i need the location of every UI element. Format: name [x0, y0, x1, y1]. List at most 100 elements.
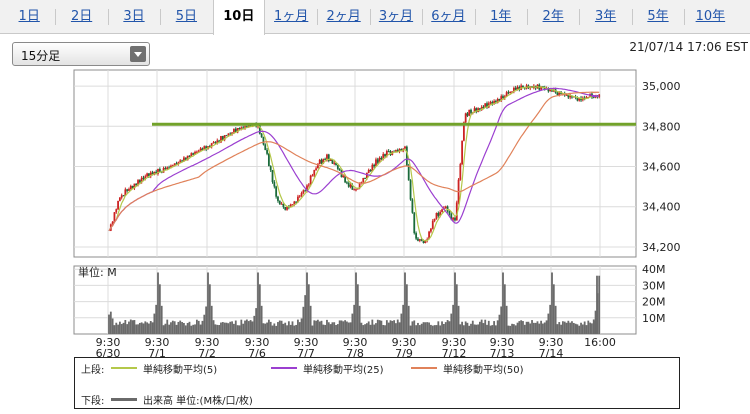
tab-range-6[interactable]: 2ヶ月	[326, 9, 361, 24]
volume-bar	[534, 322, 537, 334]
candle-body	[280, 203, 283, 205]
candle-body	[318, 159, 321, 165]
volume-bar	[109, 311, 112, 334]
volume-bar	[505, 305, 508, 334]
volume-bar	[478, 321, 481, 334]
tab-separator	[55, 9, 57, 25]
tab-range-12[interactable]: 5年	[647, 9, 669, 24]
volume-bar	[342, 321, 345, 334]
candle-body	[496, 99, 499, 103]
volume-bar	[335, 325, 337, 334]
volume-bar	[160, 305, 163, 334]
candle-body	[543, 87, 546, 90]
volume-bar	[574, 323, 577, 334]
tab-range-4[interactable]: 10日	[212, 0, 265, 35]
dropdown-button[interactable]	[130, 46, 146, 62]
tab-range-9[interactable]: 1年	[490, 9, 512, 24]
tab-range-11[interactable]: 3年	[594, 9, 617, 24]
tab-separator	[317, 9, 319, 25]
tab-range-1[interactable]: 2日	[70, 9, 93, 24]
candle-body	[435, 213, 438, 219]
candle-body	[502, 96, 504, 99]
tab-range-10[interactable]: 2年	[542, 9, 564, 24]
candle-body	[556, 92, 559, 95]
range-tab-bar: 1日 2日 3日 5日 10日 1ヶ月 2ヶ月 3ヶ月 6ヶ月 1年 2年 3年 5年 10年	[0, 0, 750, 35]
volume-bar	[108, 314, 110, 334]
volume-bar	[540, 320, 543, 334]
candle-body	[384, 154, 386, 157]
volume-bar	[234, 320, 237, 334]
volume-bar	[571, 321, 573, 334]
candle-body	[216, 140, 219, 144]
volume-bar	[181, 322, 183, 334]
tab-range-8[interactable]: 6ヶ月	[431, 9, 466, 24]
volume-bar	[324, 324, 327, 334]
tab-range-7[interactable]: 3ヶ月	[378, 9, 414, 24]
candle-body	[151, 172, 154, 175]
volume-bar	[498, 314, 501, 334]
volume-bar	[417, 322, 419, 334]
volume-bar	[572, 322, 575, 334]
volume-bar	[486, 324, 488, 334]
candle-body	[304, 190, 307, 192]
volume-bar	[333, 322, 336, 334]
candle-body	[192, 153, 195, 155]
volume-bar	[322, 324, 325, 334]
tab-range-3[interactable]: 5日	[175, 9, 198, 24]
volume-bar	[304, 295, 307, 334]
candle-body	[166, 167, 169, 170]
volume-bar	[466, 322, 469, 334]
volume-bar	[489, 325, 492, 334]
volume-bar	[287, 321, 290, 334]
volume-bar	[457, 305, 460, 334]
tab-range-2[interactable]: 3日	[123, 9, 145, 24]
tab-range-5[interactable]: 1ヶ月	[274, 9, 309, 24]
candle-body	[355, 189, 357, 191]
candle-body	[220, 136, 222, 143]
legend-swatch-sma5	[111, 367, 137, 369]
volume-bar	[227, 323, 230, 334]
x-tick-time: 9:30	[343, 336, 368, 349]
x-tick-time: 9:30	[442, 336, 467, 349]
interval-select[interactable]: 15分足	[12, 42, 150, 66]
candle-body	[245, 126, 248, 128]
volume-bar	[221, 322, 224, 334]
interval-select-value: 15分足	[21, 49, 61, 63]
volume-bar	[378, 320, 381, 334]
candle-body	[273, 181, 276, 187]
x-tick-time: 9:30	[539, 336, 564, 349]
volume-bar	[291, 321, 294, 334]
volume-bar	[380, 320, 383, 334]
candle-body	[430, 228, 432, 232]
volume-bar	[420, 323, 423, 334]
volume-bar	[583, 321, 586, 334]
candle-body	[277, 196, 279, 201]
candle-body	[184, 157, 187, 161]
volume-bar	[356, 284, 359, 334]
candle-body	[144, 176, 147, 179]
volume-bar	[405, 284, 408, 334]
candle-body	[238, 127, 241, 130]
candle-body	[431, 220, 434, 229]
volume-bar	[197, 320, 200, 334]
candle-body	[511, 91, 513, 93]
x-tick-time: 9:30	[145, 336, 170, 349]
volume-bar	[454, 272, 456, 334]
tab-range-0[interactable]: 1日	[18, 9, 40, 24]
tab-separator	[631, 9, 633, 25]
volume-bar	[122, 322, 125, 334]
volume-bar	[175, 324, 178, 334]
volume-bar	[320, 320, 323, 334]
volume-bar	[439, 325, 442, 334]
tab-separator	[422, 9, 424, 25]
candle-body	[247, 125, 250, 128]
volume-bar	[155, 304, 158, 334]
candle-body	[583, 97, 586, 99]
volume-bar	[302, 306, 305, 334]
volume-bar	[511, 323, 513, 334]
tab-range-13[interactable]: 10年	[695, 9, 726, 24]
volume-bar	[280, 320, 283, 334]
legend-lower-label: 下段:	[81, 396, 105, 407]
volume-bar	[315, 320, 317, 334]
volume-bar	[192, 324, 195, 334]
